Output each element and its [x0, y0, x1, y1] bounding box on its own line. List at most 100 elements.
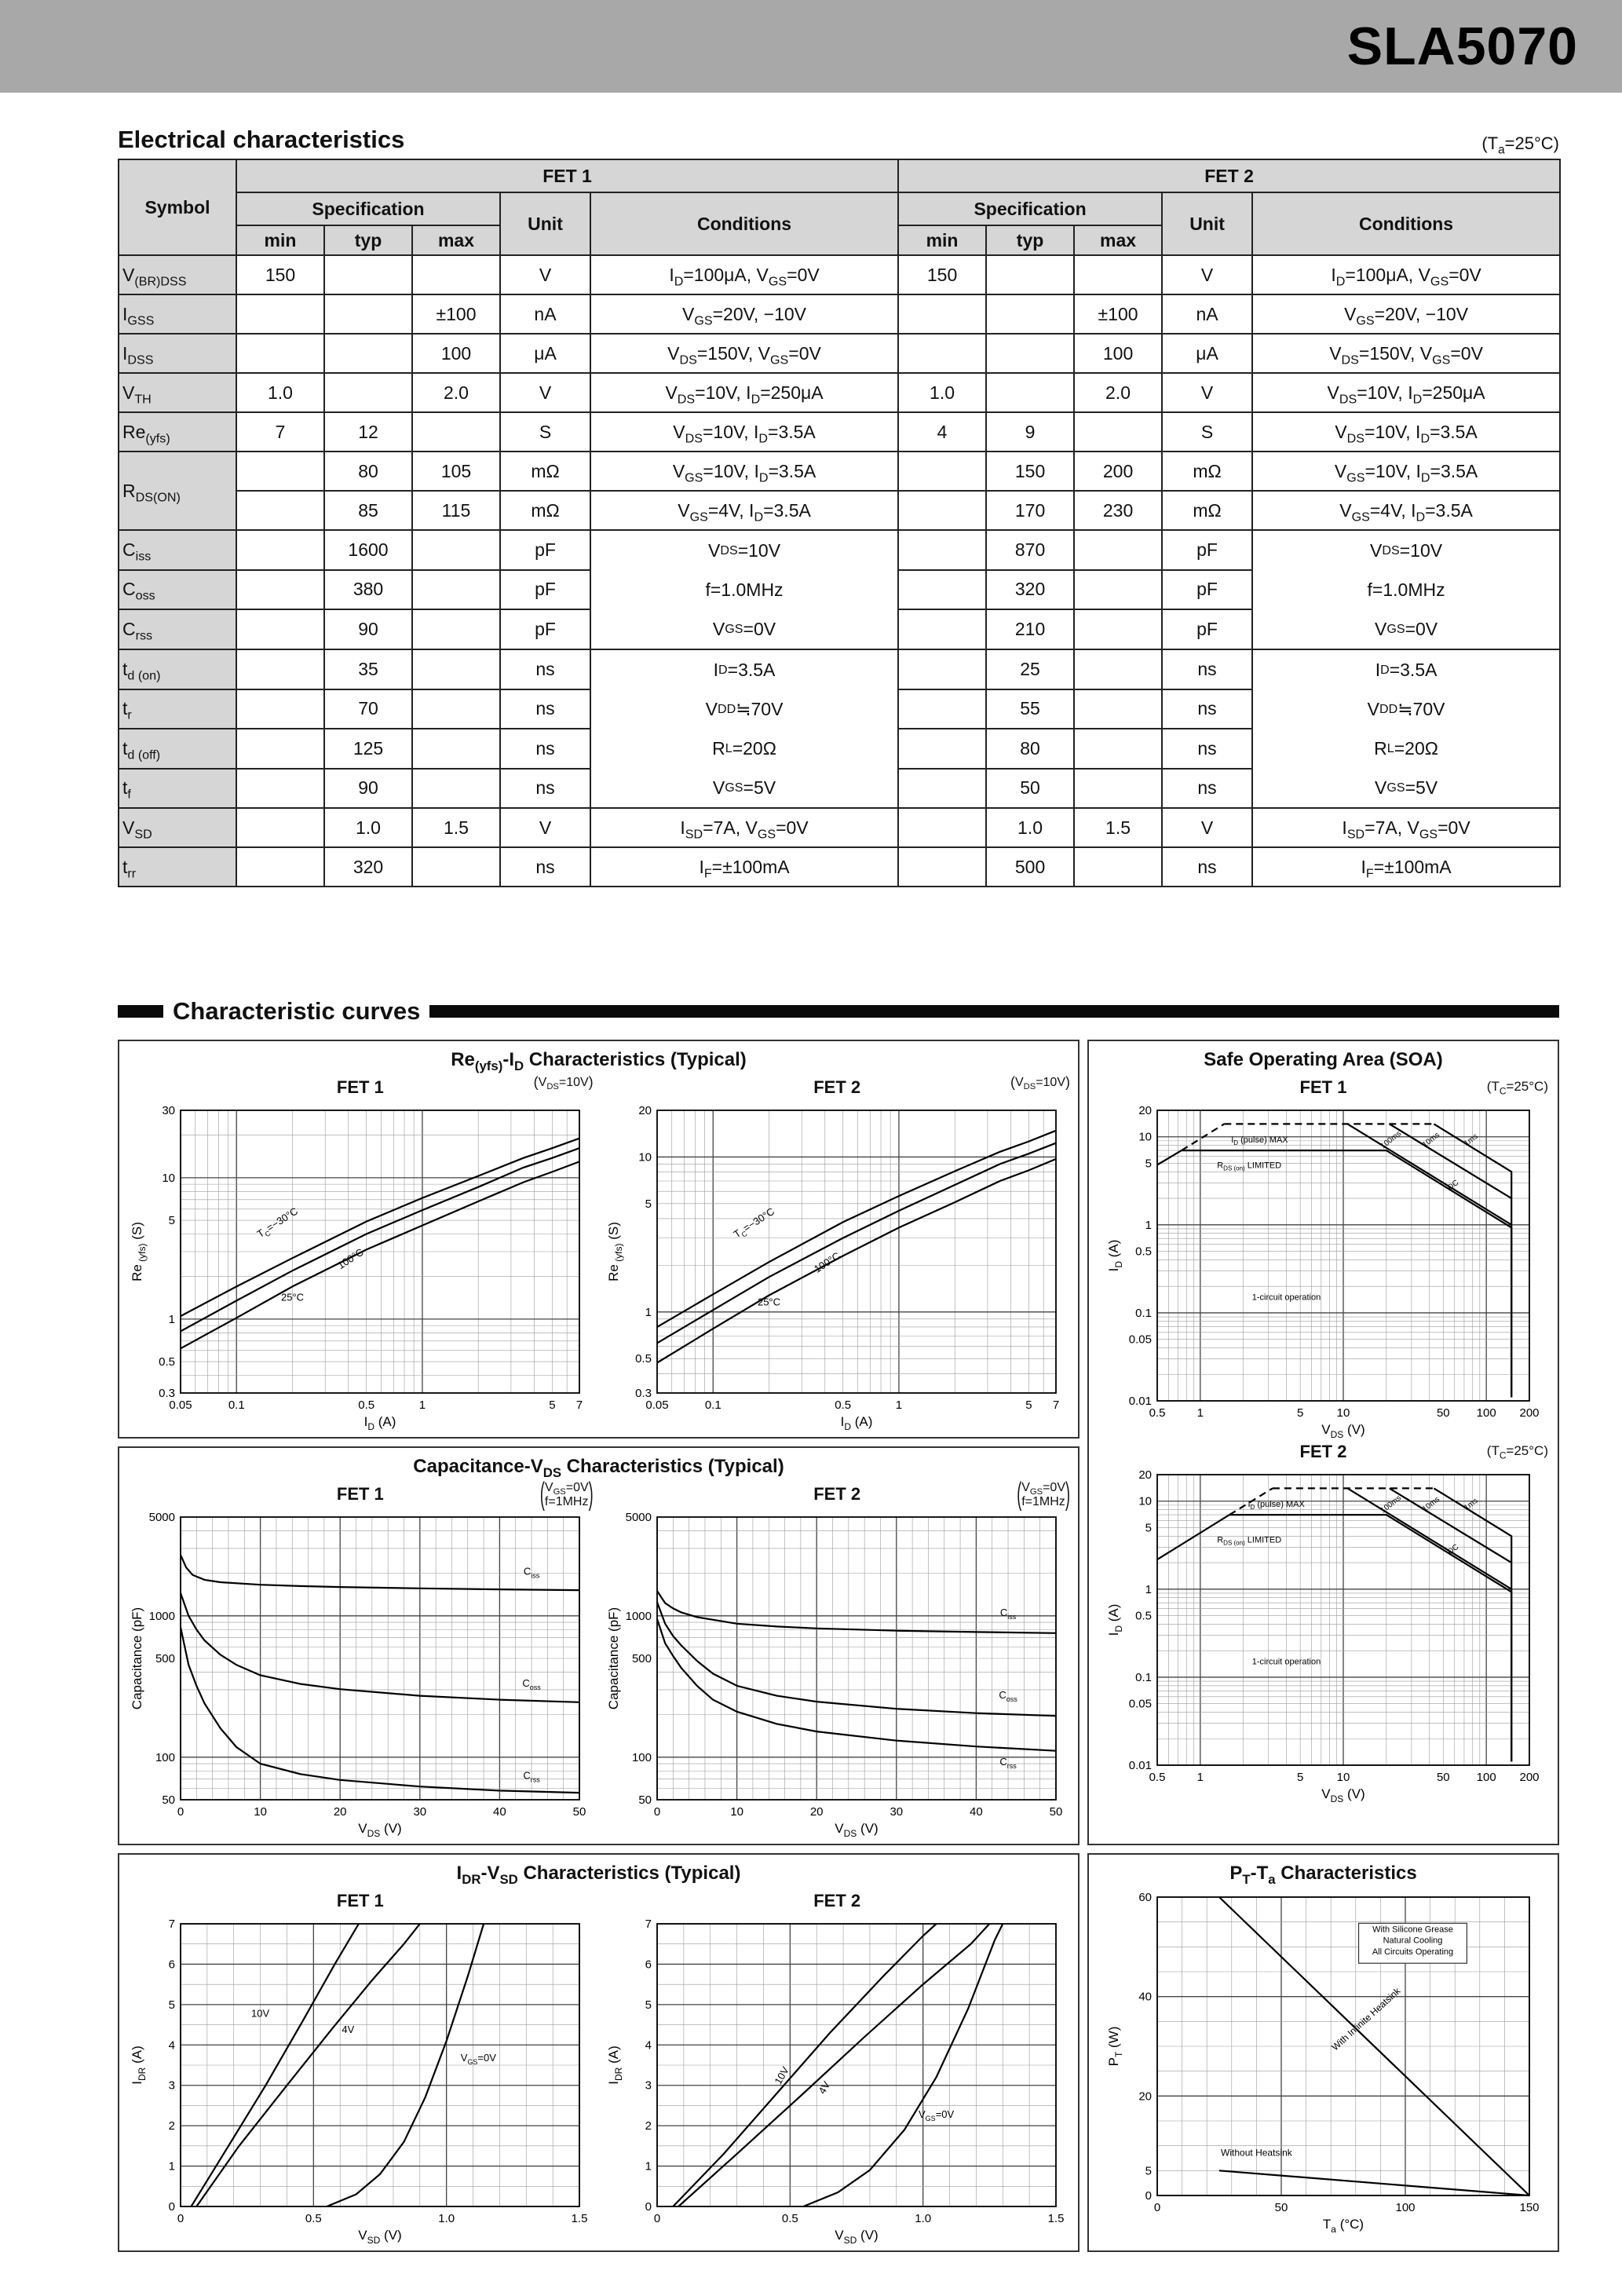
table-cell-cond: IF=±100mA [1251, 846, 1562, 887]
table-cell-val: 1.0 [985, 807, 1076, 848]
table-cell-val: 90 [323, 609, 413, 650]
table-cell-cond: IF=±100mA [589, 846, 900, 887]
svg-text:Re (yfs) (S): Re (yfs) (S) [130, 1222, 148, 1281]
table-cell-val: 70 [323, 688, 413, 729]
svg-text:1000: 1000 [626, 1610, 652, 1623]
table-body: V(BR)DSS 150 V ID=100μA, VGS=0V 150 V ID=100μA… [118, 254, 1562, 887]
table-cell-val [236, 569, 325, 611]
condition-line: R L =20Ω [712, 737, 776, 759]
table-cell-unit: V [499, 372, 591, 413]
svg-text:0.5: 0.5 [1135, 1610, 1152, 1623]
table-cell-cond: VDS=10V, ID=3.5A [1251, 411, 1562, 452]
svg-text:150: 150 [1519, 2201, 1539, 2214]
svg-text:0.3: 0.3 [159, 1387, 175, 1400]
svg-text:7: 7 [576, 1398, 583, 1412]
svg-text:1: 1 [1196, 1771, 1203, 1784]
svg-text:VDS (V): VDS (V) [1321, 1786, 1364, 1803]
table-row: VTH 1.0 2.0 V VDS=10V, ID=250μA 1.0 2.0 V VDS=10… [118, 372, 1562, 413]
electrical-characteristics-heading: Electrical characteristics (Ta=25°C) [118, 126, 1559, 156]
table-cell-val [1073, 609, 1164, 650]
soa-fet2-plot: 0.5 1 5 10 50 100 200 0.01 0.05 0.1 0.5 1 5 10 20 VDS (… [1095, 1465, 1551, 1803]
svg-text:50: 50 [572, 1805, 586, 1819]
table-cell-unit: V [1161, 807, 1254, 848]
table-cell-val [411, 649, 501, 690]
svg-text:5: 5 [645, 1998, 652, 2012]
table-cell-unit: nA [1161, 294, 1254, 335]
table-cell-val: 1.0 [236, 372, 325, 413]
svg-text:5: 5 [549, 1398, 555, 1412]
svg-text:5: 5 [1145, 1157, 1151, 1170]
table-cell-val: 210 [985, 609, 1076, 650]
svg-text:0: 0 [177, 2212, 184, 2225]
svg-text:VSD (V): VSD (V) [358, 2228, 401, 2244]
table-cell-val: 150 [236, 254, 325, 295]
svg-text:50: 50 [638, 1793, 652, 1807]
table-cell-val: ±100 [411, 294, 501, 335]
table-cell-unit: ns [499, 688, 591, 729]
svg-text:500: 500 [632, 1652, 652, 1665]
table-cell-val: 12 [323, 411, 413, 452]
table-cell-val [897, 294, 988, 335]
header-min-fet1: min [236, 225, 325, 256]
table-cell-sym: Crss [118, 609, 237, 650]
table-cell-val: 105 [411, 451, 501, 492]
condition-line: V DD ≒70V [1367, 698, 1445, 719]
header-typ-fet1: typ [323, 225, 413, 256]
table-cell-val: 1.5 [411, 807, 501, 848]
title-banner: SLA5070 [0, 0, 1622, 93]
table-cell-unit: mΩ [499, 451, 591, 492]
svg-text:0.01: 0.01 [1128, 1395, 1151, 1408]
header-unit-fet2: Unit [1161, 192, 1254, 256]
idr-fet1-chart: FET 1 0 0.5 1.0 1.5 0 1 2 3 4 5 6 7 VSD (V) IDR (A) 10… [126, 1888, 595, 2244]
table-cell-val: 2.0 [1073, 372, 1164, 413]
table-row: Coss 380 pF 320 pF [118, 569, 1560, 611]
table-cell-unit: ns [1161, 728, 1254, 770]
svg-text:0.05: 0.05 [646, 1398, 669, 1412]
table-cell-val: 1.5 [1073, 807, 1164, 848]
svg-text:7: 7 [645, 1918, 652, 1931]
svg-text:0.5: 0.5 [305, 2212, 322, 2225]
table-cell-val [236, 333, 325, 374]
svg-text:100: 100 [155, 1751, 175, 1764]
condition-line: V GS =0V [712, 618, 776, 639]
svg-text:0.1: 0.1 [1135, 1307, 1152, 1320]
svg-text:1ms: 1ms [1463, 1132, 1480, 1148]
svg-text:1: 1 [1145, 1219, 1151, 1232]
table-cell-val [897, 451, 988, 492]
table-cell-val [323, 294, 413, 335]
svg-text:100°C: 100°C [335, 1246, 366, 1271]
svg-text:0.3: 0.3 [635, 1387, 652, 1400]
table-cell-cond: VGS=20V, −10V [589, 294, 900, 335]
table-cell-unit: ns [499, 846, 591, 887]
svg-text:10: 10 [730, 1805, 743, 1819]
cap-fet2-chart: FET 2 (VGS=0V f=1MHz) 0 10 20 30 40 50 50 100 500… [602, 1476, 1072, 1837]
svg-text:0: 0 [177, 1805, 184, 1819]
svg-text:0.05: 0.05 [1128, 1698, 1151, 1711]
table-cell-val [323, 372, 413, 413]
header-conditions-fet2: Conditions [1251, 192, 1562, 256]
chart-svg: 0.5 1 5 10 50 100 200 0.01 0.05 0.1 0.5 1 5 10 20 VDS (… [1106, 1104, 1540, 1439]
condition-line: V GS =0V [1374, 618, 1438, 639]
chart-svg: 0.5 1 5 10 50 100 200 0.01 0.05 0.1 0.5 1 5 10 20 VDS (… [1106, 1468, 1540, 1803]
header-symbol: Symbol [118, 159, 237, 256]
table-cell-sym: tr [118, 688, 237, 729]
svg-text:Without Heatsink: Without Heatsink [1221, 2147, 1293, 2158]
reid-fet2-subtitle: FET 2 [813, 1077, 861, 1097]
condition-line: I D =3.5A [713, 659, 776, 680]
table-header: Symbol FET 1 FET 2 Specification Unit Co… [118, 159, 1562, 256]
table-cell-val: 500 [985, 846, 1076, 887]
header-unit-fet1: Unit [499, 192, 591, 256]
svg-text:10ms: 10ms [1420, 1131, 1441, 1150]
svg-text:50: 50 [1436, 1406, 1449, 1420]
svg-text:5: 5 [1025, 1398, 1032, 1412]
table-cell-unit: V [1161, 372, 1254, 413]
idr-fet1-subtitle: FET 1 [336, 1891, 384, 1910]
table-cell-val [897, 649, 988, 690]
svg-text:RDS (on) LIMITED: RDS (on) LIMITED [1217, 1161, 1281, 1172]
table-cell-val [897, 333, 988, 374]
table-cell-cond: VGS=10V, ID=3.5A [1251, 451, 1562, 492]
svg-text:50: 50 [1274, 2201, 1288, 2214]
table-cell-unit: mΩ [499, 490, 591, 531]
table-cell-val [411, 569, 501, 611]
